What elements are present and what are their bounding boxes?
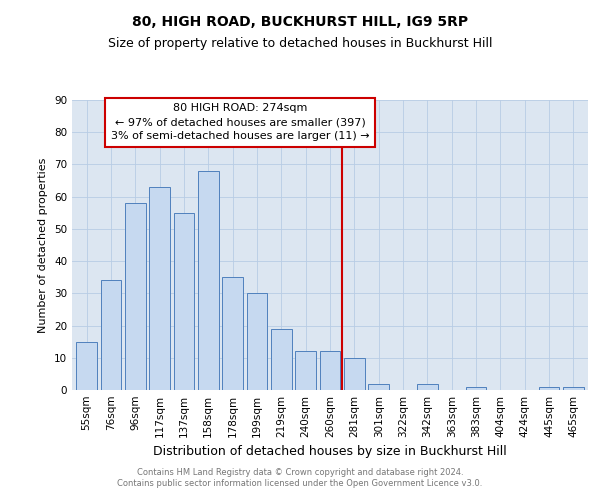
Bar <box>563 387 584 390</box>
Bar <box>295 352 316 390</box>
Bar <box>368 384 389 390</box>
Text: 80, HIGH ROAD, BUCKHURST HILL, IG9 5RP: 80, HIGH ROAD, BUCKHURST HILL, IG9 5RP <box>132 15 468 29</box>
Bar <box>149 187 170 390</box>
Y-axis label: Number of detached properties: Number of detached properties <box>38 158 49 332</box>
Bar <box>222 277 243 390</box>
Bar <box>125 203 146 390</box>
Bar <box>198 171 218 390</box>
Bar <box>271 329 292 390</box>
Bar <box>417 384 438 390</box>
Bar <box>247 294 268 390</box>
Bar <box>101 280 121 390</box>
Bar <box>466 387 487 390</box>
Text: Size of property relative to detached houses in Buckhurst Hill: Size of property relative to detached ho… <box>108 38 492 51</box>
Bar <box>76 342 97 390</box>
Bar <box>539 387 559 390</box>
Text: 80 HIGH ROAD: 274sqm
← 97% of detached houses are smaller (397)
3% of semi-detac: 80 HIGH ROAD: 274sqm ← 97% of detached h… <box>110 103 369 141</box>
Bar <box>320 352 340 390</box>
Bar <box>344 358 365 390</box>
Bar <box>173 213 194 390</box>
X-axis label: Distribution of detached houses by size in Buckhurst Hill: Distribution of detached houses by size … <box>153 446 507 458</box>
Text: Contains HM Land Registry data © Crown copyright and database right 2024.
Contai: Contains HM Land Registry data © Crown c… <box>118 468 482 487</box>
